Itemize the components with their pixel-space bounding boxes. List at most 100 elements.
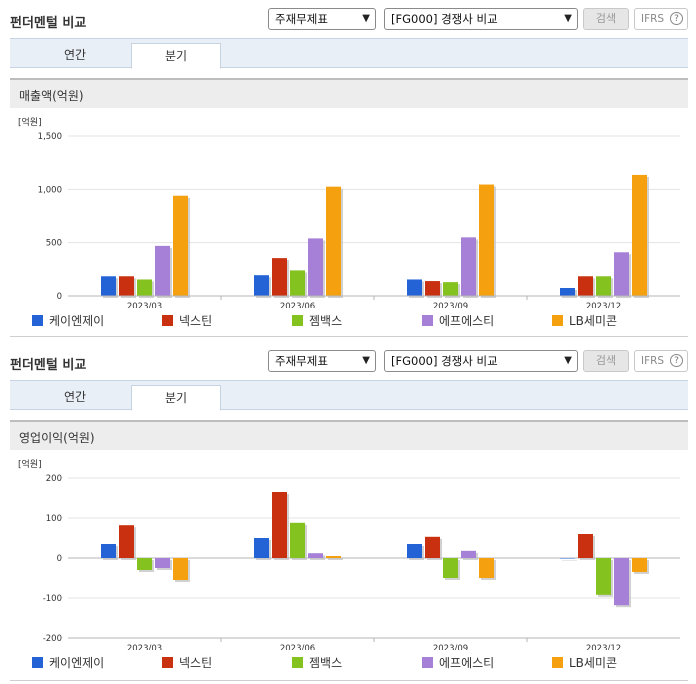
bar	[254, 275, 269, 296]
y-tick-label: -200	[43, 634, 62, 644]
y-tick-label: 200	[46, 474, 62, 484]
legend-item: 케이엔제이	[32, 312, 104, 329]
statement-select-value: 주재무제표	[275, 12, 328, 26]
legend-label: 젬백스	[309, 314, 343, 328]
ifrs-label: IFRS	[641, 13, 665, 25]
bar	[272, 258, 287, 296]
bar	[272, 492, 287, 558]
legend-item: 젬백스	[292, 654, 342, 671]
bar	[254, 538, 269, 558]
bar	[632, 558, 647, 572]
chevron-down-icon: ▼	[362, 355, 370, 366]
y-tick-label: 100	[46, 514, 62, 524]
y-unit-label: [억원]	[18, 116, 42, 128]
tab-quarterly[interactable]: 분기	[131, 43, 221, 69]
legend-label: 에프에스티	[439, 314, 495, 328]
bar-shadow	[562, 560, 577, 561]
peer-group-select[interactable]: [FG000] 경쟁사 비교 ▼	[384, 350, 578, 372]
search-button[interactable]: 검색	[583, 350, 629, 372]
operating-profit-chart: [억원] -200 -100 0 100 200 2023/03 2023/06 2023/09…	[10, 454, 688, 654]
x-tick-label: 2023/06	[280, 302, 315, 308]
peer-group-select-value: [FG000] 경쟁사 비교	[391, 12, 498, 26]
help-icon[interactable]: ?	[670, 354, 683, 367]
legend-swatch	[552, 657, 563, 668]
legend-label: LB세미콘	[569, 314, 618, 328]
bar	[578, 276, 593, 296]
tab-annual[interactable]: 연간	[63, 390, 87, 404]
tab-annual[interactable]: 연간	[63, 48, 87, 62]
legend-swatch	[292, 315, 303, 326]
revenue-chart-svg: [억원] 0 500 1,000 1,500 2023/03 2023/06 2023/09 2…	[18, 116, 680, 312]
metric-label: 매출액(억원)	[19, 89, 84, 103]
x-tick-label: 2023/12	[586, 302, 621, 308]
x-tick-label: 2023/09	[433, 302, 468, 308]
statement-select[interactable]: 주재무제표 ▼	[268, 8, 376, 30]
chevron-down-icon: ▼	[564, 13, 572, 24]
bar	[101, 544, 116, 558]
panel-title: 펀더멘털 비교	[10, 358, 87, 373]
bar	[290, 522, 305, 558]
bar	[308, 238, 323, 296]
bar	[137, 279, 152, 296]
revenue-chart: [억원] 0 500 1,000 1,500 2023/03 2023/06 2023/09 2…	[10, 112, 688, 312]
legend-swatch	[162, 657, 173, 668]
legend-item: 넥스틴	[162, 654, 212, 671]
legend-item: 에프에스티	[422, 654, 494, 671]
bar	[596, 558, 611, 595]
statement-select[interactable]: 주재무제표 ▼	[268, 350, 376, 372]
bar	[443, 558, 458, 578]
y-tick-label: 0	[57, 554, 62, 564]
bar	[479, 558, 494, 578]
panel-header: 펀더멘털 비교 주재무제표 ▼ [FG000] 경쟁사 비교 ▼ 검색 IFRS…	[0, 0, 696, 34]
bar	[290, 270, 305, 296]
y-tick-label: 1,500	[38, 132, 62, 142]
chart-legend: 케이엔제이 넥스틴 젬백스 에프에스티 LB세미콘	[10, 312, 688, 332]
ifrs-button[interactable]: IFRS ?	[634, 350, 688, 372]
legend-item: 케이엔제이	[32, 654, 104, 671]
bar	[461, 237, 476, 296]
bar	[173, 195, 188, 296]
legend-label: 넥스틴	[179, 314, 213, 328]
period-tabs: 연간 분기	[10, 380, 688, 411]
peer-group-select-value: [FG000] 경쟁사 비교	[391, 354, 498, 368]
bar	[560, 558, 575, 559]
metric-header: 매출액(억원)	[10, 78, 688, 108]
bar	[632, 174, 647, 296]
legend-item: 젬백스	[292, 312, 342, 329]
ifrs-label: IFRS	[641, 355, 665, 367]
bar	[479, 184, 494, 296]
legend-label: 케이엔제이	[49, 314, 105, 328]
legend-label: 젬백스	[309, 656, 343, 670]
legend-label: 넥스틴	[179, 656, 213, 670]
chart-legend: 케이엔제이 넥스틴 젬백스 에프에스티 LB세미콘	[10, 654, 688, 674]
divider	[10, 680, 688, 681]
tab-quarterly[interactable]: 분기	[131, 385, 221, 411]
x-tick-label: 2023/03	[127, 644, 162, 650]
bar	[137, 558, 152, 570]
legend-swatch	[32, 315, 43, 326]
legend-item: LB세미콘	[552, 654, 617, 671]
bar	[326, 186, 341, 296]
bar	[560, 288, 575, 296]
help-icon[interactable]: ?	[670, 12, 683, 25]
bar	[407, 544, 422, 558]
legend-label: LB세미콘	[569, 656, 618, 670]
bar	[308, 553, 323, 558]
bar	[119, 276, 134, 296]
search-button[interactable]: 검색	[583, 8, 629, 30]
ifrs-button[interactable]: IFRS ?	[634, 8, 688, 30]
bar	[578, 534, 593, 558]
bar	[596, 276, 611, 296]
x-tick-label: 2023/09	[433, 644, 468, 650]
panel-header: 펀더멘털 비교 주재무제표 ▼ [FG000] 경쟁사 비교 ▼ 검색 IFRS…	[0, 342, 696, 376]
legend-label: 케이엔제이	[49, 656, 105, 670]
y-unit-label: [억원]	[18, 458, 42, 470]
peer-group-select[interactable]: [FG000] 경쟁사 비교 ▼	[384, 8, 578, 30]
bar	[614, 558, 629, 606]
y-tick-label: 500	[46, 239, 62, 249]
statement-select-value: 주재무제표	[275, 354, 328, 368]
x-tick-label: 2023/03	[127, 302, 162, 308]
bar	[101, 276, 116, 296]
bar	[119, 525, 134, 558]
bar	[155, 558, 170, 568]
